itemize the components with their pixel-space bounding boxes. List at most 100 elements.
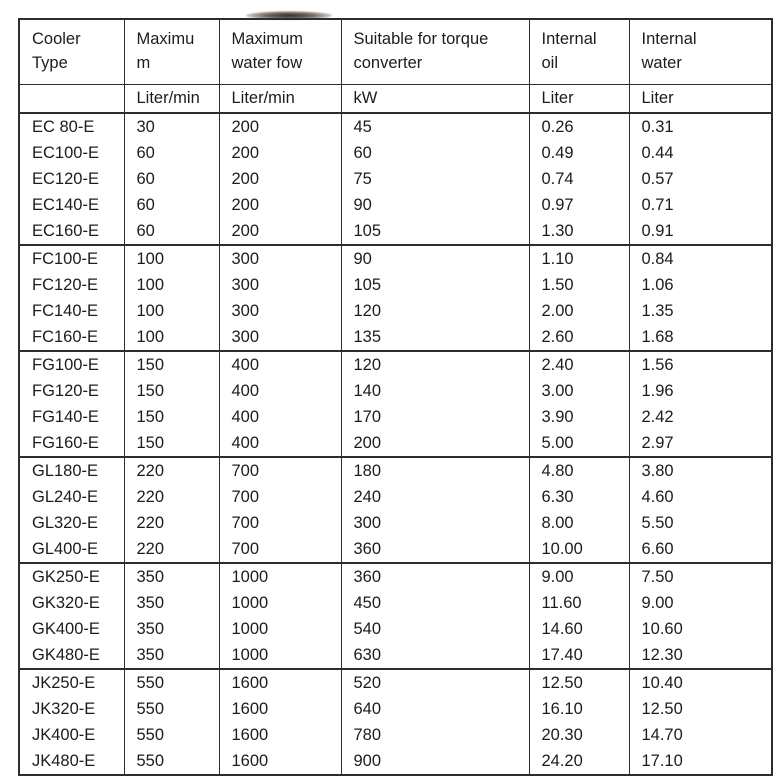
cell-internal-oil: 20.30 (528, 722, 630, 748)
column-header-internal-water: Internal water (628, 19, 773, 85)
cell-maximum: 150 (123, 378, 220, 404)
cell-internal-oil: 0.49 (528, 140, 630, 166)
cell-maximum: 30 (123, 113, 220, 140)
cell-torque-converter: 780 (340, 722, 530, 748)
cell-internal-oil: 1.50 (528, 272, 630, 298)
cell-maximum: 100 (123, 272, 220, 298)
cell-maximum: 550 (123, 696, 220, 722)
cell-internal-oil: 17.40 (528, 642, 630, 669)
cell-maximum-water: 400 (218, 350, 342, 378)
cell-internal-water: 1.56 (628, 350, 773, 378)
column-header-internal-oil: Internal oil (528, 19, 630, 85)
cell-torque-converter: 45 (340, 113, 530, 140)
cell-internal-water: 17.10 (628, 748, 773, 775)
column-header-torque-converter: Suitable for torque converter (340, 19, 530, 85)
column-unit-cooler-type (18, 84, 125, 114)
table-row: GK250-E 350 1000 360 9.00 7.50 (18, 562, 773, 590)
table-row: JK320-E 550 1600 640 16.10 12.50 (18, 696, 773, 722)
cell-torque-converter: 900 (340, 748, 530, 775)
cell-maximum: 60 (123, 218, 220, 245)
column-unit-internal-oil: Liter (528, 84, 630, 114)
cell-torque-converter: 540 (340, 616, 530, 642)
table-row: FC160-E 100 300 135 2.60 1.68 (18, 324, 773, 351)
cell-internal-water: 0.31 (628, 113, 773, 140)
cell-torque-converter: 640 (340, 696, 530, 722)
cell-cooler-type: JK400-E (18, 722, 125, 748)
cell-cooler-type: GK400-E (18, 616, 125, 642)
cell-maximum-water: 400 (218, 430, 342, 457)
cell-cooler-type: GL180-E (18, 456, 125, 484)
column-unit-internal-water: Liter (628, 84, 773, 114)
column-header-maximum-water: Maximum water fow (218, 19, 342, 85)
cell-cooler-type: EC120-E (18, 166, 125, 192)
cell-torque-converter: 360 (340, 536, 530, 563)
table-row: FG100-E 150 400 120 2.40 1.56 (18, 350, 773, 378)
cell-torque-converter: 180 (340, 456, 530, 484)
cell-torque-converter: 105 (340, 272, 530, 298)
cell-torque-converter: 170 (340, 404, 530, 430)
table-body: EC 80-E 30 200 45 0.26 0.31 EC100-E 60 200 60 0.49… (18, 113, 773, 775)
cell-cooler-type: JK480-E (18, 748, 125, 775)
cell-internal-water: 7.50 (628, 562, 773, 590)
cell-maximum: 100 (123, 324, 220, 351)
table-row: GL180-E 220 700 180 4.80 3.80 (18, 456, 773, 484)
cell-maximum: 60 (123, 192, 220, 218)
table-row: JK480-E 550 1600 900 24.20 17.10 (18, 748, 773, 775)
cell-cooler-type: FG120-E (18, 378, 125, 404)
cell-torque-converter: 60 (340, 140, 530, 166)
cell-maximum-water: 1600 (218, 722, 342, 748)
cell-internal-oil: 6.30 (528, 484, 630, 510)
table-row: GL400-E 220 700 360 10.00 6.60 (18, 536, 773, 563)
cell-internal-oil: 11.60 (528, 590, 630, 616)
cell-internal-oil: 1.10 (528, 244, 630, 272)
cell-torque-converter: 520 (340, 668, 530, 696)
cell-internal-oil: 5.00 (528, 430, 630, 457)
cell-internal-oil: 2.00 (528, 298, 630, 324)
cell-torque-converter: 90 (340, 192, 530, 218)
cell-maximum-water: 1000 (218, 642, 342, 669)
cell-maximum-water: 300 (218, 244, 342, 272)
table-row: GK400-E 350 1000 540 14.60 10.60 (18, 616, 773, 642)
table-header: Cooler Type Maximu m Maximum water fow Suitabl… (18, 19, 773, 114)
cell-cooler-type: GK320-E (18, 590, 125, 616)
cell-cooler-type: FC160-E (18, 324, 125, 351)
cell-maximum-water: 1000 (218, 590, 342, 616)
cell-maximum: 220 (123, 510, 220, 536)
column-header-cooler-type: Cooler Type (18, 19, 125, 85)
cell-maximum-water: 1600 (218, 748, 342, 775)
cell-internal-oil: 14.60 (528, 616, 630, 642)
cell-internal-water: 9.00 (628, 590, 773, 616)
cell-internal-water: 1.35 (628, 298, 773, 324)
cell-internal-water: 6.60 (628, 536, 773, 563)
column-unit-maximum-water: Liter/min (218, 84, 342, 114)
cell-internal-water: 0.84 (628, 244, 773, 272)
table-row: GK480-E 350 1000 630 17.40 12.30 (18, 642, 773, 669)
column-header-maximum: Maximu m (123, 19, 220, 85)
cell-torque-converter: 240 (340, 484, 530, 510)
cell-cooler-type: JK320-E (18, 696, 125, 722)
cell-maximum-water: 1600 (218, 696, 342, 722)
header-row-titles: Cooler Type Maximu m Maximum water fow Suitabl… (18, 19, 773, 85)
cell-maximum-water: 1000 (218, 562, 342, 590)
cell-maximum-water: 400 (218, 378, 342, 404)
table-row: FG160-E 150 400 200 5.00 2.97 (18, 430, 773, 457)
cell-cooler-type: FG140-E (18, 404, 125, 430)
cell-torque-converter: 300 (340, 510, 530, 536)
table-row: FG120-E 150 400 140 3.00 1.96 (18, 378, 773, 404)
cell-cooler-type: FC120-E (18, 272, 125, 298)
cell-maximum-water: 700 (218, 456, 342, 484)
cell-maximum: 100 (123, 298, 220, 324)
cell-cooler-type: FC140-E (18, 298, 125, 324)
cell-maximum: 350 (123, 642, 220, 669)
column-unit-torque-converter: kW (340, 84, 530, 114)
cell-internal-water: 2.97 (628, 430, 773, 457)
cell-maximum: 100 (123, 244, 220, 272)
cell-internal-oil: 4.80 (528, 456, 630, 484)
cell-internal-oil: 12.50 (528, 668, 630, 696)
cell-internal-water: 0.57 (628, 166, 773, 192)
cell-maximum: 550 (123, 668, 220, 696)
cell-maximum-water: 700 (218, 484, 342, 510)
cell-torque-converter: 360 (340, 562, 530, 590)
cell-internal-oil: 2.40 (528, 350, 630, 378)
cell-torque-converter: 105 (340, 218, 530, 245)
